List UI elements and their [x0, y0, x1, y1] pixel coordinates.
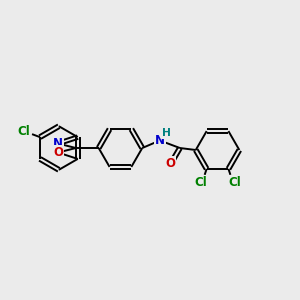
Text: N: N — [155, 134, 165, 147]
Text: N: N — [53, 137, 63, 150]
Text: H: H — [162, 128, 170, 138]
Text: O: O — [165, 158, 175, 170]
Text: O: O — [53, 146, 63, 159]
Text: Cl: Cl — [228, 176, 241, 189]
Text: Cl: Cl — [194, 176, 207, 189]
Text: Cl: Cl — [18, 125, 31, 138]
